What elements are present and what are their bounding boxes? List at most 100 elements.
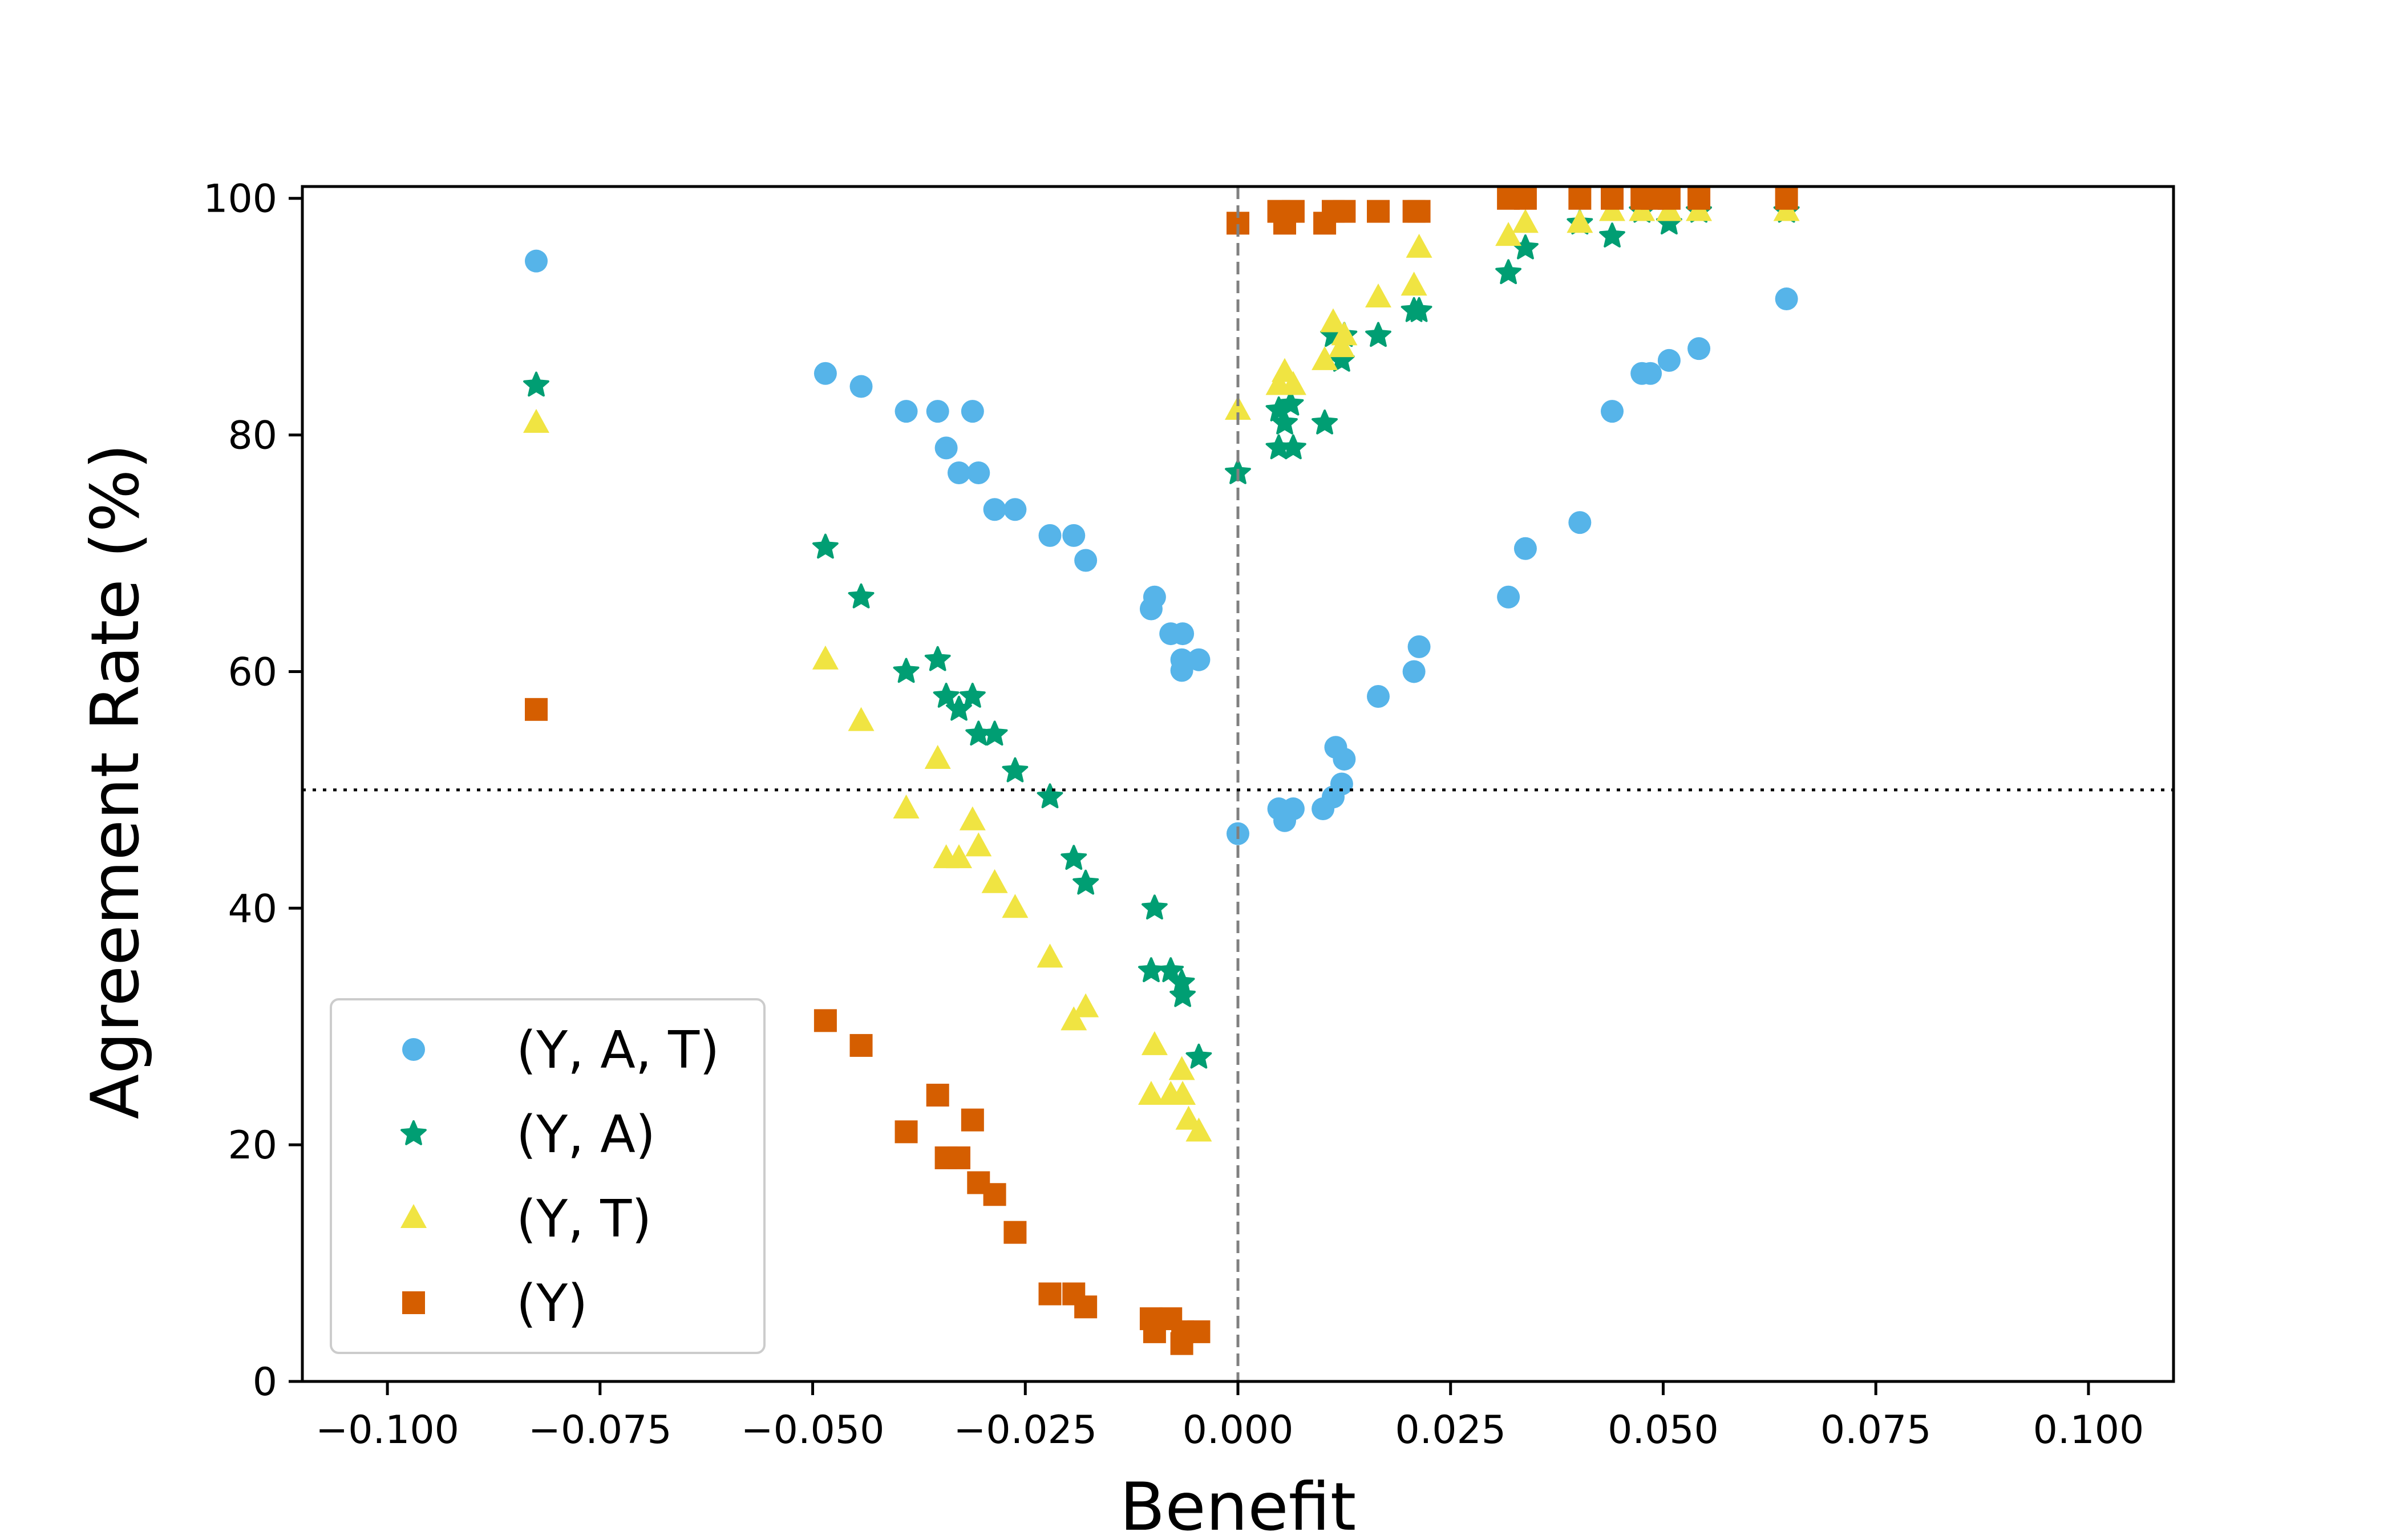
- data-point: [895, 400, 918, 423]
- data-point: [1402, 660, 1426, 683]
- data-point: [1141, 1031, 1168, 1055]
- y-tick-label: 60: [228, 650, 277, 695]
- data-point: [1143, 585, 1166, 609]
- x-tick-label: 0.050: [1608, 1408, 1719, 1453]
- data-point: [525, 249, 548, 273]
- data-point: [1171, 622, 1195, 646]
- data-point: [947, 461, 970, 484]
- y-axis-title: Agreement Rate (%): [77, 444, 154, 1120]
- data-point: [1038, 1282, 1062, 1306]
- legend: (Y, A, T) (Y, A) (Y, T) (Y): [330, 998, 766, 1354]
- data-point: [983, 1183, 1006, 1206]
- data-point: [1169, 982, 1196, 1007]
- data-point: [1225, 396, 1251, 420]
- data-point: [924, 744, 951, 769]
- data-point: [926, 400, 949, 423]
- x-axis-title: Benefit: [1120, 1469, 1356, 1540]
- data-point: [895, 1120, 918, 1144]
- data-point: [1365, 322, 1391, 347]
- data-point: [961, 1108, 984, 1132]
- data-point: [849, 375, 873, 398]
- data-point: [1138, 957, 1164, 982]
- data-point: [1687, 337, 1711, 360]
- data-point: [1185, 1117, 1212, 1142]
- data-point: [1187, 648, 1211, 671]
- data-point: [1074, 1295, 1098, 1319]
- data-point: [1367, 200, 1390, 223]
- data-point: [1775, 287, 1798, 311]
- data-point: [1002, 894, 1029, 918]
- y-tick-label: 100: [203, 177, 277, 222]
- data-point: [1513, 537, 1537, 560]
- x-tick-label: 0.025: [1395, 1408, 1506, 1453]
- data-point: [1333, 200, 1356, 223]
- data-point: [1281, 200, 1305, 223]
- data-point: [1003, 1221, 1027, 1244]
- data-point: [893, 795, 920, 819]
- data-point: [1601, 400, 1624, 423]
- data-point: [934, 436, 958, 460]
- data-point: [1272, 409, 1298, 435]
- data-point: [848, 707, 875, 731]
- data-point: [1568, 187, 1592, 210]
- data-point: [1074, 549, 1098, 572]
- series-triangle: [523, 197, 1800, 1142]
- data-point: [1567, 209, 1593, 233]
- legend-marker-circle: [402, 1038, 425, 1061]
- data-point: [1003, 498, 1027, 521]
- data-point: [1037, 943, 1063, 968]
- data-point: [1187, 1320, 1211, 1343]
- data-point: [1312, 409, 1338, 435]
- data-point: [523, 371, 549, 397]
- data-point: [965, 832, 992, 857]
- legend-label: (Y, A, T): [516, 1020, 719, 1080]
- data-point: [1168, 1056, 1195, 1080]
- data-point: [1061, 1006, 1087, 1031]
- data-point: [961, 400, 984, 423]
- data-point: [933, 683, 960, 708]
- legend-marker-triangle: [400, 1204, 427, 1228]
- data-point: [812, 533, 839, 559]
- data-point: [1330, 772, 1353, 796]
- legend-box: [330, 998, 766, 1354]
- data-point: [848, 583, 875, 609]
- data-point: [1331, 321, 1358, 346]
- data-point: [1407, 200, 1431, 223]
- data-point: [1401, 271, 1427, 296]
- y-tick-label: 20: [228, 1123, 277, 1168]
- data-point: [813, 1009, 837, 1032]
- data-point: [945, 844, 972, 869]
- x-tick-label: −0.075: [528, 1408, 672, 1453]
- data-point: [1657, 348, 1681, 372]
- y-tick-label: 80: [228, 414, 277, 459]
- data-point: [926, 1084, 949, 1107]
- legend-label: (Y): [516, 1274, 588, 1334]
- data-point: [981, 720, 1008, 746]
- data-point: [1175, 1105, 1202, 1130]
- data-point: [1320, 308, 1346, 333]
- data-point: [1062, 524, 1086, 547]
- data-point: [1138, 1081, 1164, 1105]
- data-point: [1367, 685, 1390, 708]
- data-point: [1280, 371, 1306, 395]
- data-point: [1495, 222, 1522, 246]
- data-point: [1002, 757, 1029, 783]
- x-tick-label: −0.050: [741, 1408, 885, 1453]
- data-point: [1280, 434, 1306, 460]
- data-point: [959, 806, 986, 830]
- data-point: [1038, 524, 1062, 547]
- legend-label: (Y, T): [516, 1189, 651, 1249]
- data-point: [1061, 845, 1087, 870]
- data-point: [1312, 346, 1338, 370]
- data-point: [983, 498, 1006, 521]
- data-point: [959, 683, 986, 708]
- data-point: [1277, 390, 1304, 416]
- data-point: [1495, 259, 1521, 285]
- data-point: [1281, 797, 1305, 821]
- data-point: [967, 461, 990, 484]
- data-point: [981, 869, 1008, 893]
- data-point: [1406, 297, 1432, 322]
- x-tick-label: 0.000: [1183, 1408, 1294, 1453]
- data-point: [1599, 222, 1625, 248]
- data-point: [1072, 993, 1099, 1018]
